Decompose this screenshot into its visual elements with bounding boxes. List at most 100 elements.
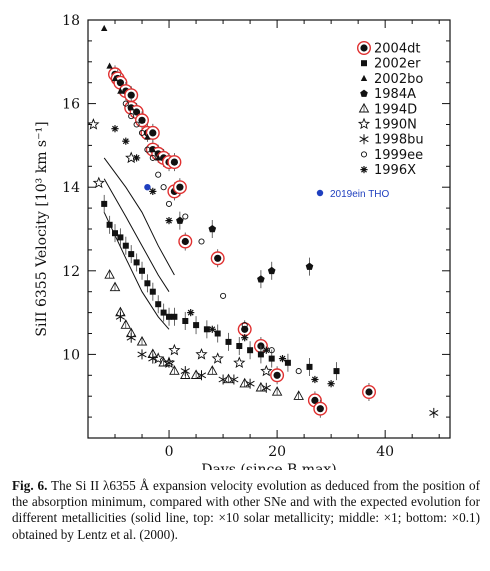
open-circle — [160, 184, 167, 191]
data-point — [241, 322, 248, 329]
data-point — [122, 242, 129, 249]
square — [361, 60, 367, 67]
square — [236, 343, 243, 349]
data-point — [124, 88, 139, 103]
triangle — [101, 24, 108, 31]
data-point — [208, 325, 216, 333]
open-triangle — [207, 365, 218, 375]
data-point — [193, 322, 200, 329]
data-point — [155, 154, 162, 161]
data-point — [257, 275, 265, 283]
data-point — [160, 309, 167, 316]
pentagon — [267, 266, 276, 275]
data-point — [117, 234, 124, 241]
dot — [133, 108, 141, 116]
model-curve — [103, 178, 170, 292]
data-point — [149, 288, 156, 295]
open-circle — [220, 292, 227, 299]
square — [306, 363, 313, 370]
legend-label: 2002er — [374, 57, 421, 72]
data-point — [111, 125, 119, 133]
data-point — [257, 351, 264, 358]
open-star — [195, 347, 208, 360]
open-circle — [198, 238, 205, 245]
dot — [149, 129, 157, 137]
triangle — [155, 154, 162, 161]
open-triangle — [136, 335, 148, 346]
y-tick-label: 18 — [62, 13, 80, 29]
open-circle — [149, 154, 156, 161]
starburst-arm — [328, 380, 335, 387]
open-star — [260, 364, 273, 377]
data-point — [190, 369, 202, 379]
starburst-arm — [122, 138, 129, 145]
dot — [176, 183, 184, 191]
pentagon — [305, 262, 314, 270]
open-circle — [133, 121, 140, 128]
dot — [116, 79, 124, 87]
data-point — [260, 364, 273, 377]
data-point — [138, 129, 146, 136]
triangle — [117, 87, 124, 94]
y-axis-label: SiII 6355 Velocity [10³ km s⁻¹] — [34, 121, 50, 336]
series-2002bo — [101, 24, 162, 161]
series-2002er — [101, 194, 340, 381]
dot — [170, 158, 178, 166]
data-point — [120, 319, 132, 329]
dot — [273, 371, 281, 379]
open-circle — [128, 113, 135, 120]
open-triangle — [223, 373, 234, 384]
starburst-arm — [133, 154, 140, 161]
open-triangle — [190, 369, 202, 379]
data-point — [165, 200, 173, 207]
data-point — [122, 100, 129, 107]
pentagon — [176, 216, 184, 224]
data-point — [139, 267, 145, 274]
data-point — [207, 365, 218, 375]
caption-text: The Si II λ6355 Å expansion velocity evo… — [12, 478, 480, 542]
x-tick-label: 0 — [165, 444, 174, 460]
triangle — [144, 133, 151, 140]
legend-marker — [360, 89, 368, 97]
open-circle — [182, 213, 189, 220]
model-curves — [103, 157, 175, 330]
data-point — [229, 374, 239, 385]
data-point — [168, 343, 181, 356]
series-1984A — [176, 211, 314, 289]
open-triangle — [109, 281, 121, 292]
starburst-arm — [149, 188, 156, 195]
data-point — [155, 171, 162, 178]
data-point — [144, 146, 151, 153]
data-point — [268, 355, 275, 362]
data-point — [128, 113, 135, 120]
square — [268, 355, 275, 362]
square — [214, 330, 221, 337]
starburst-arm — [209, 326, 216, 333]
data-point — [241, 334, 249, 342]
data-point — [195, 347, 208, 360]
data-point — [208, 225, 217, 233]
asterisk-arm — [126, 334, 136, 341]
data-point — [295, 368, 302, 375]
starburst-arm — [166, 217, 172, 224]
data-points — [87, 24, 439, 418]
square — [139, 267, 145, 274]
triangle — [111, 75, 119, 82]
open-triangle — [104, 269, 115, 279]
data-point — [210, 251, 225, 266]
legend-label: 1984A — [374, 87, 416, 102]
square — [155, 301, 162, 308]
figure-caption: Fig. 6. The Si II λ6355 Å expansion velo… — [12, 478, 480, 543]
series-1994D — [104, 269, 304, 400]
data-point — [198, 238, 205, 245]
square — [333, 368, 340, 375]
data-point — [176, 216, 184, 224]
legend-label: 2004dt — [374, 42, 420, 57]
starburst-arm — [263, 347, 270, 354]
open-circle — [122, 100, 129, 107]
legend-marker — [360, 74, 368, 81]
open-triangle — [255, 381, 267, 392]
data-point — [187, 309, 195, 317]
pentagon — [208, 225, 217, 233]
open-star — [233, 356, 246, 368]
